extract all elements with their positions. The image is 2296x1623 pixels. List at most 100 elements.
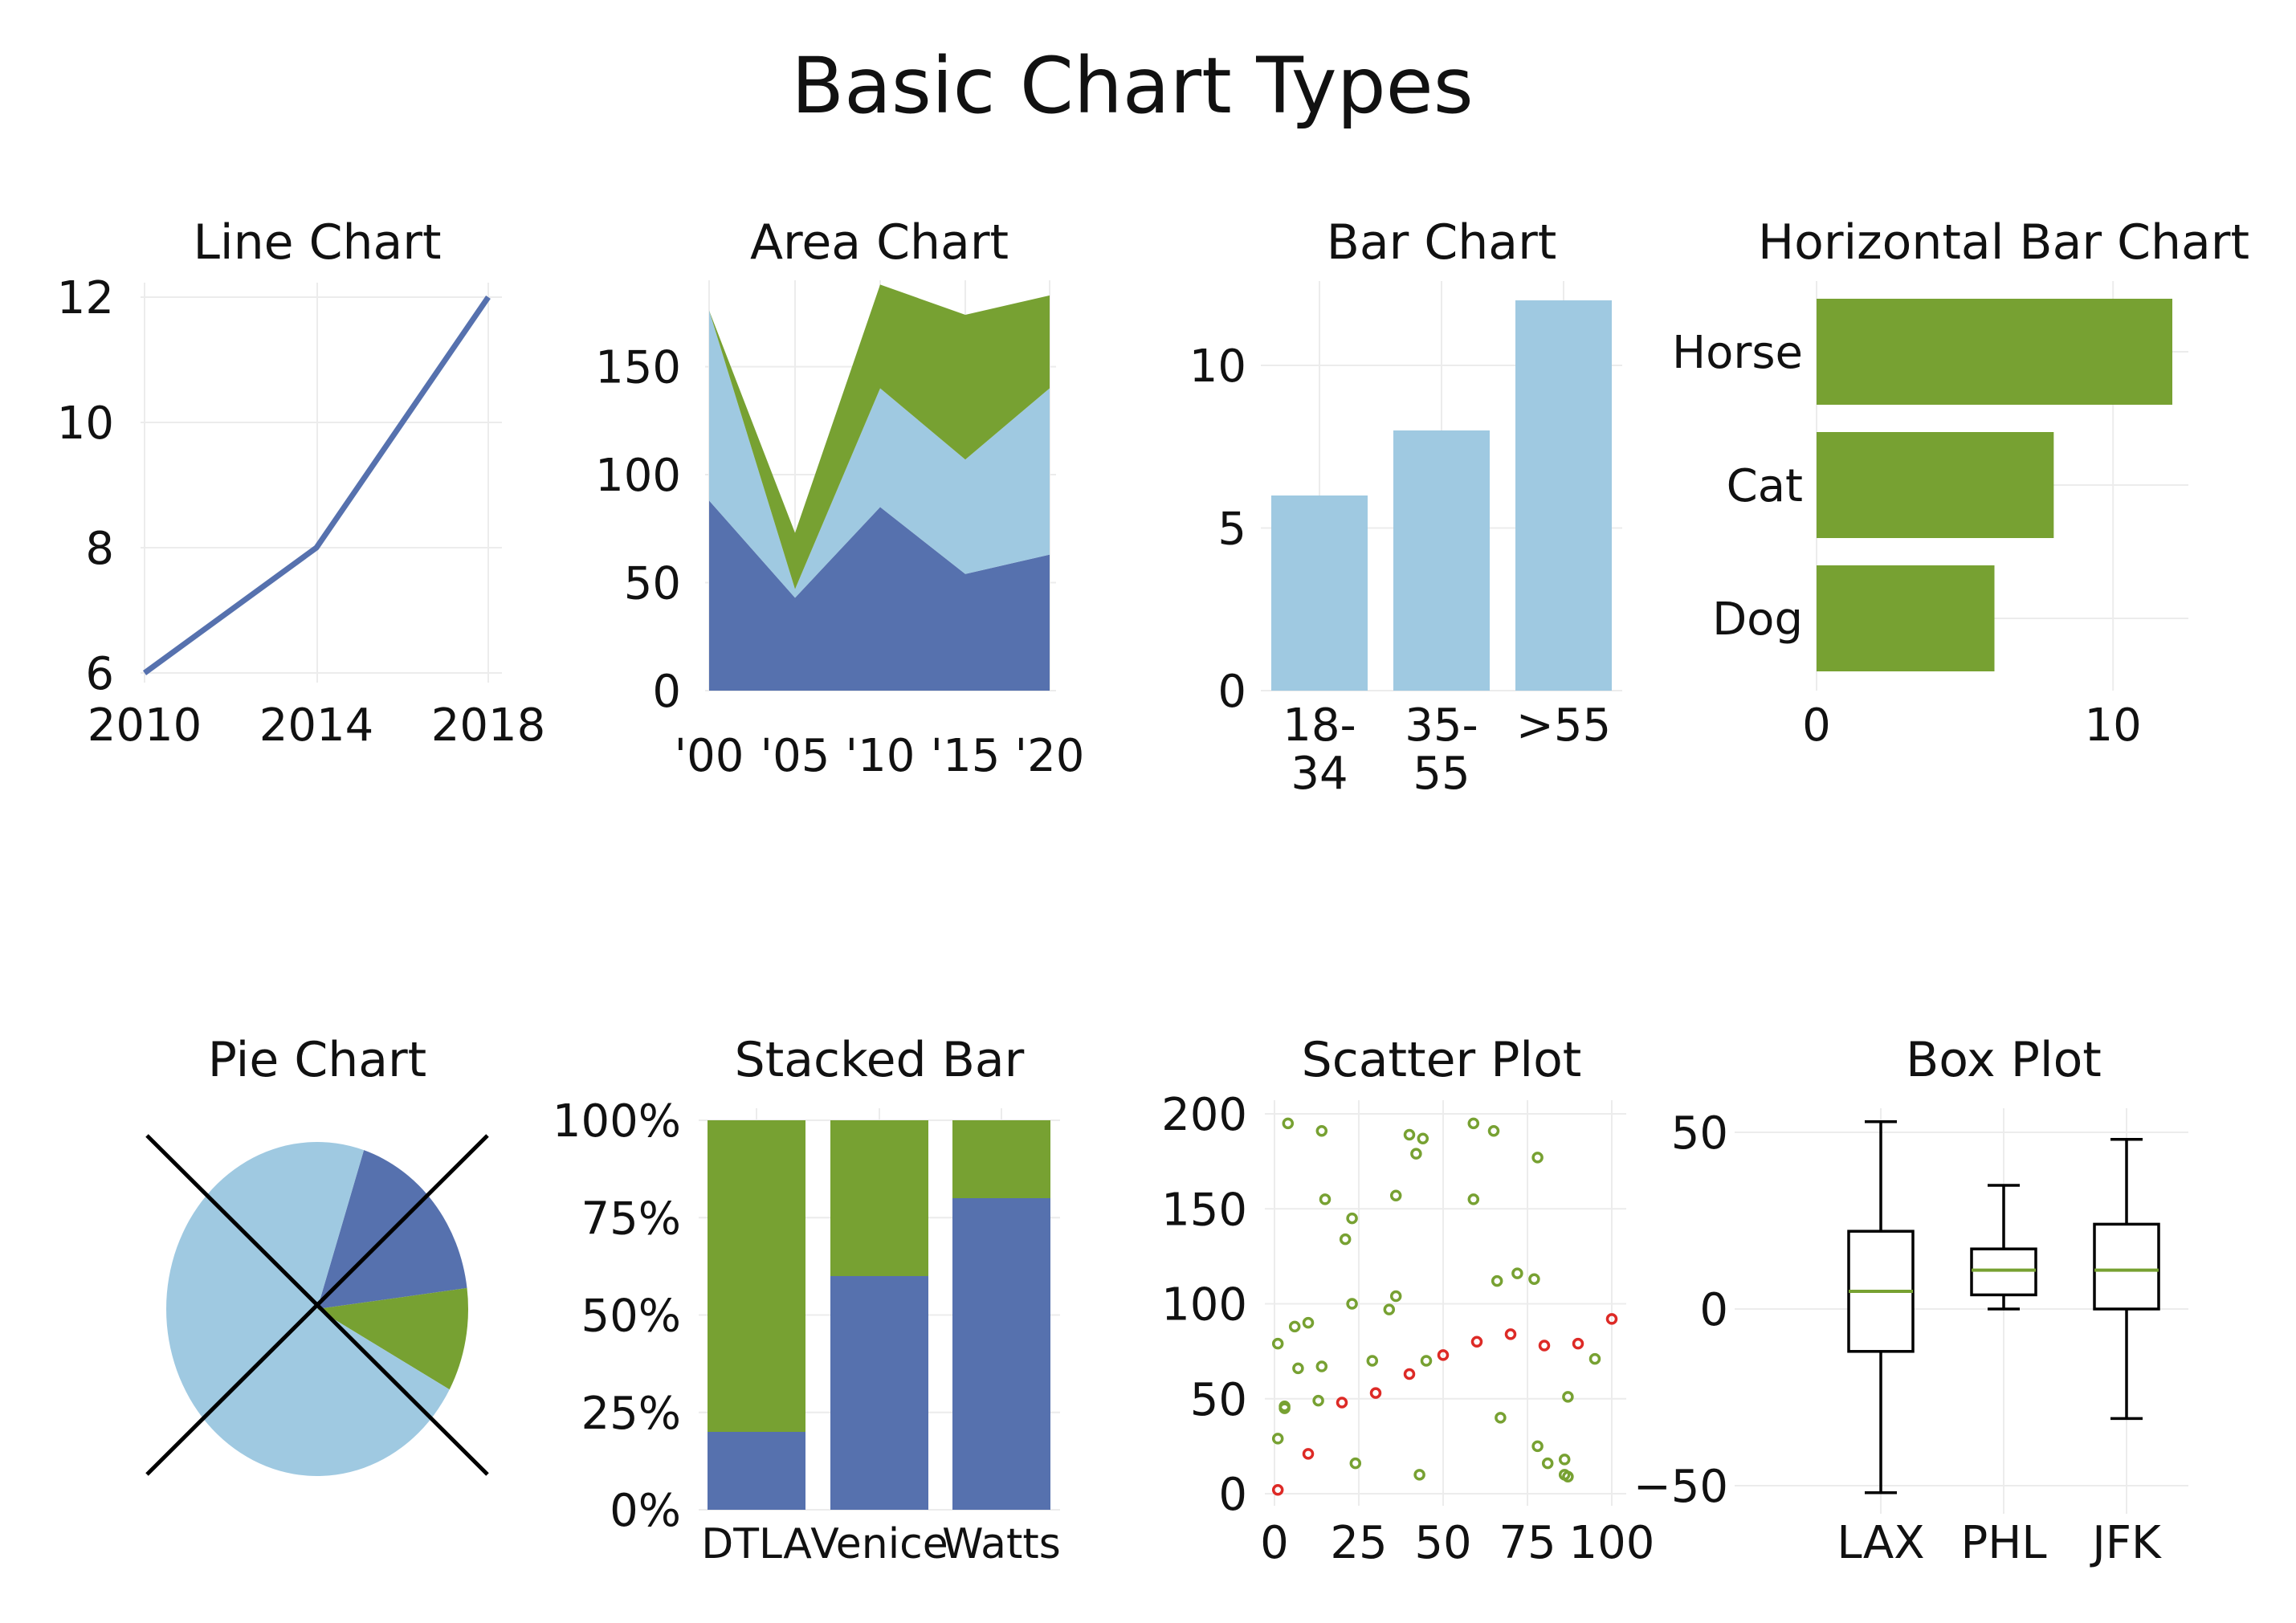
scatter-plot-point [1302,1316,1315,1329]
line-chart-xtick: 2014 [259,699,374,752]
bar-chart-xtick: 18- [1283,699,1356,752]
box-plot-title: Box Plot [1906,1032,2102,1088]
line-chart-xtick: 2010 [88,699,202,752]
scatter-plot-point [1389,1290,1402,1303]
stacked-bar-chart-ytick: 50% [581,1291,681,1343]
stacked-bar-chart-ytick: 0% [610,1485,681,1537]
stacked-bar-chart-xtick: DTLA [701,1520,812,1568]
stacked-bar-chart-segment [830,1276,928,1510]
box-plot-xtick: JFK [2090,1517,2162,1569]
pie-chart: Pie Chart [145,1032,489,1477]
bar-chart-ytick: 5 [1217,504,1246,556]
box-plot-xtick: LAX [1837,1517,1924,1569]
area-chart-title: Area Chart [750,214,1009,271]
pie-chart-title: Pie Chart [208,1032,426,1088]
horizontal-bar-chart-ytick: Cat [1727,460,1803,512]
horizontal-bar-chart-bar [1817,299,2172,405]
bar-chart-title: Bar Chart [1327,214,1557,271]
bar-chart-xtick: 55 [1413,748,1470,800]
bar-chart-ytick: 0 [1217,666,1246,718]
area-chart-xtick: '05 [761,730,830,782]
scatter-plot-point [1302,1448,1315,1460]
area-chart-ytick: 0 [652,666,681,718]
line-chart-title: Line Chart [194,214,442,271]
line-chart-series [142,296,491,675]
scatter-plot-point [1346,1212,1358,1225]
bar-chart-ytick: 10 [1189,341,1246,393]
area-chart-series-1 [709,500,1050,691]
pie-chart-slice [317,1287,468,1390]
horizontal-bar-chart-ytick: Horse [1672,327,1803,379]
stacked-bar-chart-xtick: Watts [942,1520,1061,1568]
horizontal-bar-chart-bar [1817,565,1995,671]
bar-chart-bar [1271,495,1368,691]
scatter-plot-point [1349,1457,1362,1470]
scatter-plot-point [1467,1117,1480,1130]
scatter-plot-point [1437,1349,1450,1361]
scatter-plot-ytick: 200 [1161,1089,1247,1141]
box-plot-box [2093,1222,2160,1311]
scatter-plot-point [1531,1440,1544,1453]
area-chart-ytick: 100 [595,450,681,502]
scatter-plot-point [1420,1355,1433,1367]
scatter-plot-point [1383,1303,1396,1315]
bar-chart-xtick: >55 [1516,699,1611,752]
scatter-plot-point [1588,1352,1601,1365]
scatter-plot-point [1319,1193,1332,1205]
scatter-plot-point [1288,1320,1301,1333]
bar-chart-xtick: 35- [1405,699,1478,752]
scatter-plot-point [1315,1125,1328,1137]
area-chart-ytick: 50 [624,558,681,610]
line-chart-ytick: 10 [57,398,114,450]
scatter-plot-point [1491,1274,1503,1287]
scatter-plot-point [1572,1337,1584,1350]
subplots: Line Chart 6 8 10 12 2010 2014 2018 Area Chart 0 5… [57,214,2249,1569]
horizontal-bar-chart: Horizontal Bar Chart Horse Cat Dog 0 10 [1672,214,2249,752]
box-plot-ytick: 50 [1671,1107,1728,1160]
box-plot-ytick: 0 [1699,1284,1728,1336]
scatter-plot-point [1531,1152,1544,1164]
figure-title: Basic Chart Types [791,41,1474,131]
scatter-plot-point [1315,1360,1328,1372]
pie-chart-cross-line [145,1134,489,1476]
stacked-bar-chart-segment [708,1120,805,1432]
stacked-bar-chart-ytick: 100% [553,1095,681,1148]
horizontal-bar-chart-title: Horizontal Bar Chart [1758,214,2249,271]
scatter-plot-ytick: 50 [1190,1374,1247,1426]
area-chart-series-2 [709,310,1050,598]
scatter-plot-point [1562,1470,1574,1482]
box-plot-xtick: PHL [1960,1517,2046,1569]
line-chart-ytick: 8 [85,523,114,575]
horizontal-bar-chart-xtick: 0 [1802,699,1831,752]
stacked-bar-chart: Stacked Bar 0% 25% 50% 75% 100% DTLAVeniceWatt… [553,1032,1061,1568]
area-chart: Area Chart 0 50 100 150 '00 '05 '10 '15 '20 [595,214,1084,782]
scatter-plot-ytick: 100 [1161,1279,1247,1331]
area-chart-series-3 [709,284,1050,589]
scatter-plot-point [1292,1362,1304,1375]
box-plot-box [1970,1247,2037,1297]
stacked-bar-chart-title: Stacked Bar [735,1032,1025,1088]
scatter-plot-xtick: 25 [1330,1517,1387,1569]
scatter-plot-point [1282,1117,1295,1130]
scatter-plot-point [1271,1484,1284,1496]
area-chart-ytick: 150 [595,342,681,394]
scatter-plot-point [1417,1132,1429,1144]
scatter-plot-point [1605,1313,1618,1325]
scatter-plot-xtick: 50 [1414,1517,1471,1569]
stacked-bar-chart-segment [952,1120,1050,1198]
scatter-plot-point [1495,1412,1507,1424]
scatter-plot-point [1413,1469,1425,1481]
scatter-plot-point [1339,1233,1352,1246]
scatter-plot-point [1538,1340,1551,1352]
bar-chart-bar [1515,300,1612,691]
area-chart-xtick: '10 [846,730,916,782]
horizontal-bar-chart-xtick: 10 [2085,699,2142,752]
scatter-plot-point [1562,1391,1574,1403]
scatter-plot-xtick: 75 [1499,1517,1556,1569]
scatter-plot-ytick: 150 [1161,1184,1247,1236]
scatter-plot-point [1470,1336,1483,1348]
stacked-bar-chart-segment [830,1120,928,1276]
